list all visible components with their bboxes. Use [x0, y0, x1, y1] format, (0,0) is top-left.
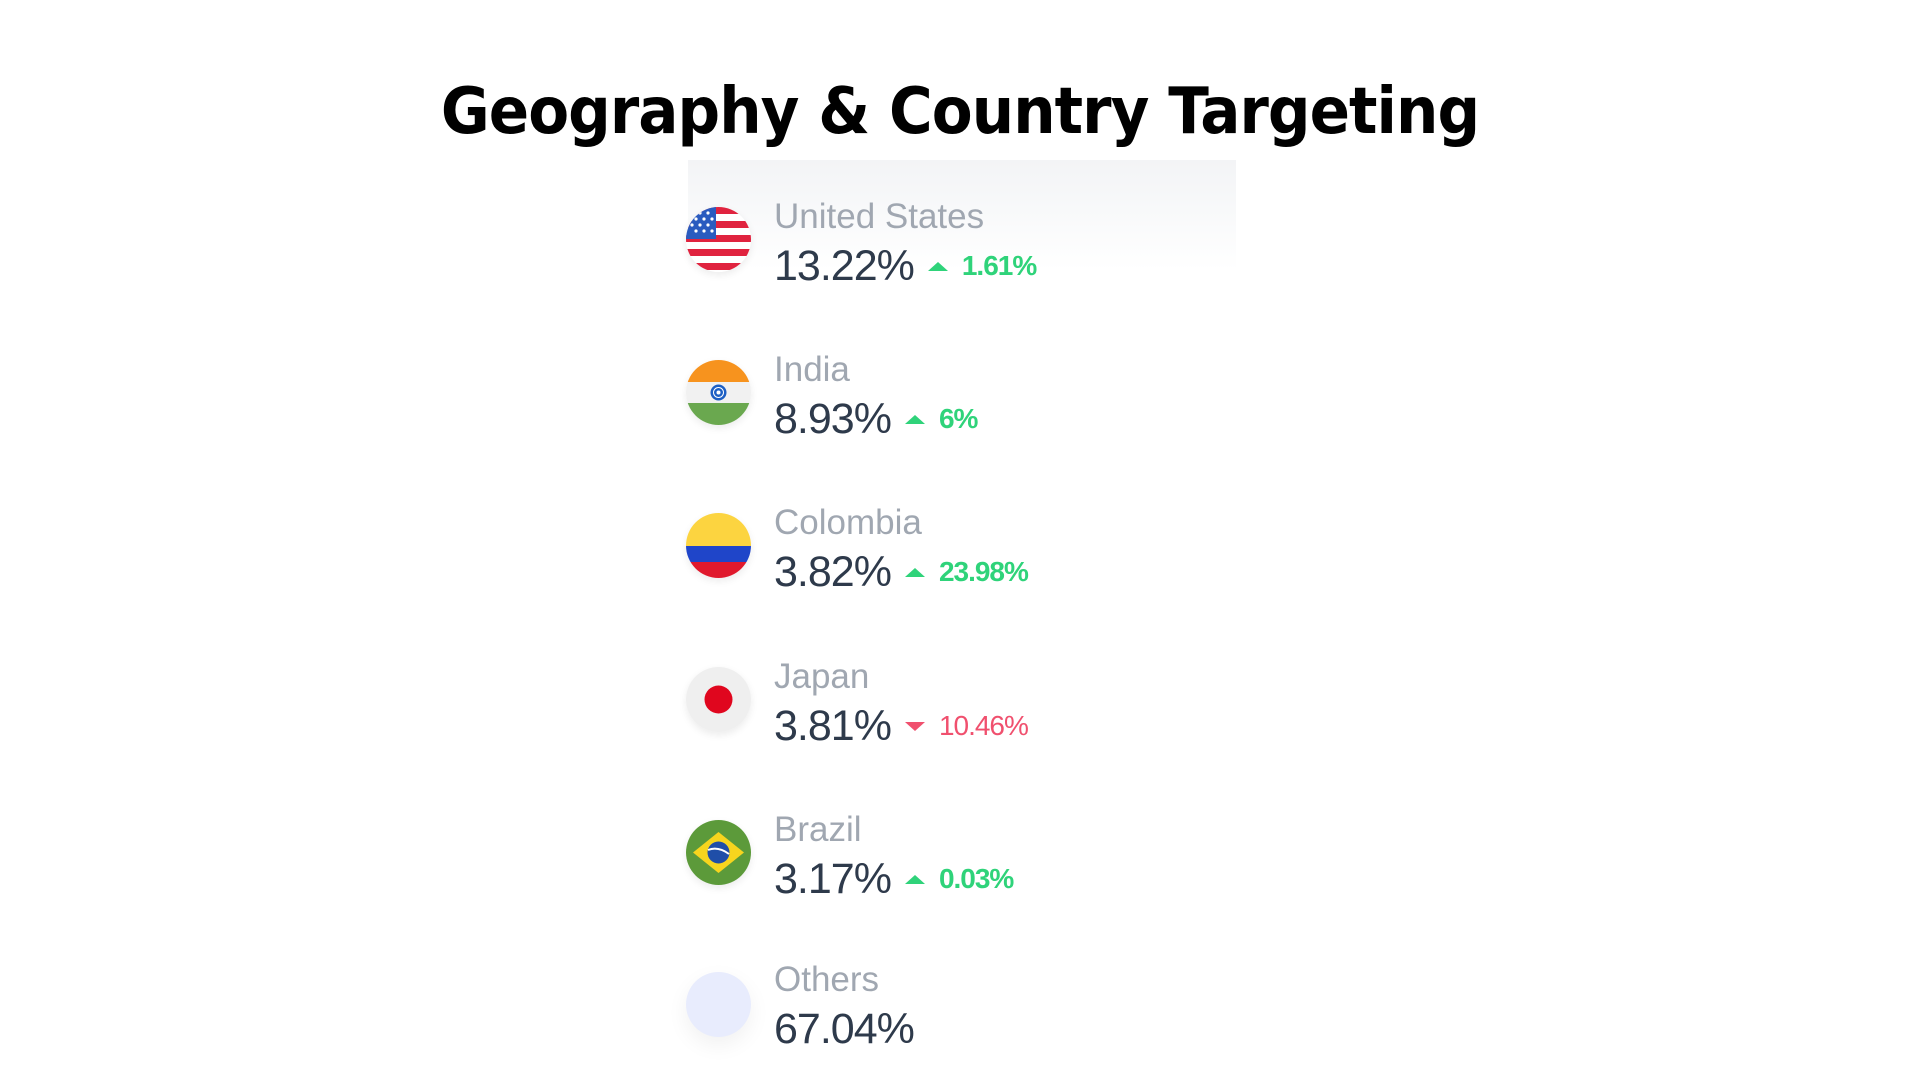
- country-stats: 3.81% 10.46%: [774, 701, 1029, 751]
- trend-change: 1.61%: [927, 250, 1037, 282]
- country-breakdown-panel: United States 13.22% 1.61%: [686, 160, 1236, 1080]
- traffic-share: 3.81%: [774, 702, 892, 750]
- country-row-colombia[interactable]: Colombia 3.82% 23.98%: [686, 503, 1246, 613]
- trend-change: 10.46%: [904, 710, 1029, 742]
- country-stats: 67.04%: [774, 1004, 915, 1054]
- country-stats: 13.22% 1.61%: [774, 241, 1037, 291]
- others-circle-icon: [686, 972, 751, 1037]
- triangle-down-icon: [904, 721, 925, 731]
- country-name: Colombia: [774, 503, 922, 542]
- change-value: 23.98%: [938, 556, 1029, 587]
- country-name: Japan: [774, 657, 870, 696]
- traffic-share: 3.17%: [774, 855, 892, 903]
- brazil-flag-icon: [686, 820, 751, 885]
- country-stats: 3.82% 23.98%: [774, 547, 1029, 597]
- traffic-share: 67.04%: [774, 1005, 915, 1053]
- page-title: Geography & Country Targeting: [440, 74, 1480, 149]
- country-name: United States: [774, 197, 985, 236]
- country-name: India: [774, 350, 850, 389]
- country-row-india[interactable]: India 8.93% 6%: [686, 350, 1246, 460]
- country-name: Brazil: [774, 810, 862, 849]
- change-value: 6%: [938, 403, 978, 434]
- country-stats: 3.17% 0.03%: [774, 854, 1014, 904]
- india-flag-icon: [686, 360, 751, 425]
- highlighted-row-background: [688, 160, 1236, 270]
- colombia-flag-icon: [686, 513, 751, 578]
- country-row-united-states[interactable]: United States 13.22% 1.61%: [686, 197, 1246, 307]
- change-value: 1.61%: [961, 250, 1037, 281]
- traffic-share: 3.82%: [774, 548, 892, 596]
- triangle-up-icon: [904, 414, 925, 424]
- triangle-up-icon: [904, 874, 925, 884]
- trend-change: 23.98%: [904, 556, 1029, 588]
- traffic-share: 13.22%: [774, 242, 915, 290]
- change-value: 10.46%: [938, 710, 1029, 741]
- change-value: 0.03%: [938, 863, 1014, 894]
- country-row-others[interactable]: Others 67.04%: [686, 960, 1246, 1070]
- country-stats: 8.93% 6%: [774, 394, 978, 444]
- triangle-up-icon: [927, 261, 948, 271]
- country-row-japan[interactable]: Japan 3.81% 10.46%: [686, 657, 1246, 767]
- triangle-up-icon: [904, 567, 925, 577]
- traffic-share: 8.93%: [774, 395, 892, 443]
- trend-change: 0.03%: [904, 863, 1014, 895]
- us-flag-icon: [686, 207, 751, 272]
- trend-change: 6%: [904, 403, 978, 435]
- japan-flag-icon: [686, 667, 751, 732]
- country-row-brazil[interactable]: Brazil 3.17% 0.03%: [686, 810, 1246, 920]
- country-name: Others: [774, 960, 880, 999]
